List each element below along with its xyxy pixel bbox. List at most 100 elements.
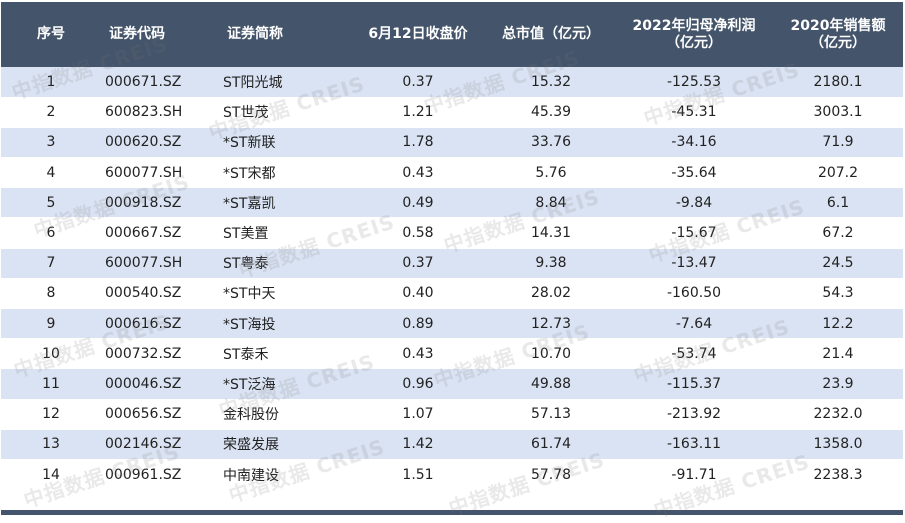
cell-price: 1.42 [349, 429, 487, 460]
cell-no: 3 [1, 127, 101, 159]
table-row: 2 600823.SH ST世茂 1.21 45.39 -45.31 3003.1 [1, 97, 903, 128]
cell-sales: 24.5 [773, 248, 903, 279]
cell-name: ST泰禾 [219, 338, 349, 370]
cell-code: 000616.SZ [101, 308, 219, 340]
cell-price: 0.58 [349, 217, 487, 249]
cell-no: 12 [1, 399, 101, 430]
cell-net-profit: -91.71 [615, 459, 773, 491]
cell-name: 荣盛发展 [219, 429, 349, 460]
cell-code: 600077.SH [101, 248, 219, 279]
table-row: 7 600077.SH ST粤泰 0.37 9.38 -13.47 24.5 [1, 248, 903, 279]
table-row: 3 000620.SZ *ST新联 1.78 33.76 -34.16 71.9 [1, 127, 903, 159]
cell-market-cap: 15.32 [487, 67, 615, 98]
cell-code: 000620.SZ [101, 127, 219, 159]
cell-sales: 2180.1 [773, 67, 903, 98]
cell-sales: 12.2 [773, 308, 903, 340]
cell-name: ST美置 [219, 217, 349, 249]
cell-name: *ST宋都 [219, 157, 349, 189]
cell-code: 000667.SZ [101, 217, 219, 249]
header-name: 证券简称 [227, 26, 283, 42]
cell-market-cap: 33.76 [487, 127, 615, 159]
cell-price: 1.21 [349, 97, 487, 128]
cell-sales: 1358.0 [773, 429, 903, 460]
cell-no: 11 [1, 368, 101, 400]
cell-name: ST阳光城 [219, 67, 349, 98]
cell-no: 5 [1, 187, 101, 219]
cell-net-profit: -9.84 [615, 187, 773, 219]
cell-sales: 207.2 [773, 157, 903, 189]
header-code: 证券代码 [109, 26, 165, 42]
cell-no: 14 [1, 459, 101, 491]
header-no: 序号 [37, 26, 65, 42]
table-row: 4 600077.SH *ST宋都 0.43 5.76 -35.64 207.2 [1, 157, 903, 189]
table-bottom-border [1, 510, 903, 515]
cell-sales: 67.2 [773, 217, 903, 249]
cell-name: ST世茂 [219, 97, 349, 128]
cell-no: 10 [1, 338, 101, 370]
cell-no: 2 [1, 97, 101, 128]
table-row: 13 002146.SZ 荣盛发展 1.42 61.74 -163.11 1358.0 [1, 429, 903, 460]
cell-net-profit: -53.74 [615, 338, 773, 370]
table-row: 11 000046.SZ *ST泛海 0.96 49.88 -115.37 23.9 [1, 368, 903, 400]
cell-market-cap: 28.02 [487, 278, 615, 310]
cell-code: 000918.SZ [101, 187, 219, 219]
header-price: 6月12日收盘价 [368, 26, 468, 42]
cell-sales: 23.9 [773, 368, 903, 400]
table-row: 10 000732.SZ ST泰禾 0.43 10.70 -53.74 21.4 [1, 338, 903, 370]
table-row: 9 000616.SZ *ST海投 0.89 12.73 -7.64 12.2 [1, 308, 903, 340]
cell-price: 0.40 [349, 278, 487, 310]
table-body: 1 000671.SZ ST阳光城 0.37 15.32 -125.53 2180.1 2 60… [1, 67, 903, 491]
cell-market-cap: 8.84 [487, 187, 615, 219]
cell-net-profit: -115.37 [615, 368, 773, 400]
cell-net-profit: -125.53 [615, 67, 773, 98]
cell-no: 1 [1, 67, 101, 98]
cell-no: 4 [1, 157, 101, 189]
table-row: 8 000540.SZ *ST中天 0.40 28.02 -160.50 54.3 [1, 278, 903, 310]
cell-name: *ST新联 [219, 127, 349, 159]
cell-market-cap: 61.74 [487, 429, 615, 460]
cell-market-cap: 12.73 [487, 308, 615, 340]
cell-price: 1.07 [349, 399, 487, 430]
cell-net-profit: -45.31 [615, 97, 773, 128]
cell-price: 0.89 [349, 308, 487, 340]
cell-market-cap: 57.78 [487, 459, 615, 491]
cell-price: 0.43 [349, 157, 487, 189]
cell-code: 002146.SZ [101, 429, 219, 460]
cell-name: 金科股份 [219, 399, 349, 430]
cell-no: 9 [1, 308, 101, 340]
cell-code: 000656.SZ [101, 399, 219, 430]
cell-market-cap: 45.39 [487, 97, 615, 128]
cell-no: 7 [1, 248, 101, 279]
cell-net-profit: -35.64 [615, 157, 773, 189]
cell-name: *ST泛海 [219, 368, 349, 400]
cell-market-cap: 9.38 [487, 248, 615, 279]
cell-sales: 6.1 [773, 187, 903, 219]
cell-net-profit: -15.67 [615, 217, 773, 249]
cell-market-cap: 14.31 [487, 217, 615, 249]
cell-code: 000540.SZ [101, 278, 219, 310]
cell-sales: 21.4 [773, 338, 903, 370]
cell-name: ST粤泰 [219, 248, 349, 279]
cell-net-profit: -163.11 [615, 429, 773, 460]
cell-code: 600077.SH [101, 157, 219, 189]
cell-code: 600823.SH [101, 97, 219, 128]
cell-net-profit: -13.47 [615, 248, 773, 279]
cell-market-cap: 49.88 [487, 368, 615, 400]
cell-code: 000046.SZ [101, 368, 219, 400]
cell-net-profit: -7.64 [615, 308, 773, 340]
cell-net-profit: -34.16 [615, 127, 773, 159]
cell-market-cap: 57.13 [487, 399, 615, 430]
cell-price: 0.37 [349, 67, 487, 98]
cell-price: 0.43 [349, 338, 487, 370]
cell-no: 8 [1, 278, 101, 310]
cell-sales: 2238.3 [773, 459, 903, 491]
cell-price: 1.51 [349, 459, 487, 491]
cell-code: 000671.SZ [101, 67, 219, 98]
cell-sales: 71.9 [773, 127, 903, 159]
table-row: 1 000671.SZ ST阳光城 0.37 15.32 -125.53 2180.1 [1, 67, 903, 98]
table-row: 12 000656.SZ 金科股份 1.07 57.13 -213.92 2232.0 [1, 399, 903, 430]
cell-no: 13 [1, 429, 101, 460]
cell-name: *ST嘉凯 [219, 187, 349, 219]
cell-code: 000732.SZ [101, 338, 219, 370]
